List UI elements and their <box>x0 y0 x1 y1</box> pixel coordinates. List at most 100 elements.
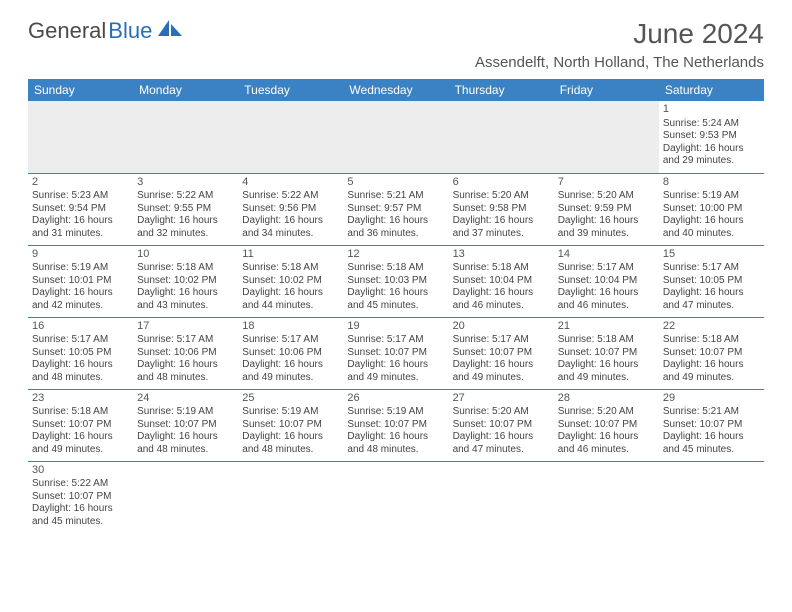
calendar-cell: 24Sunrise: 5:19 AMSunset: 10:07 PMDaylig… <box>133 389 238 461</box>
cell-day1: Daylight: 16 hours <box>347 359 444 372</box>
calendar-cell: 21Sunrise: 5:18 AMSunset: 10:07 PMDaylig… <box>554 317 659 389</box>
day-number: 5 <box>347 176 444 190</box>
day-number: 12 <box>347 248 444 262</box>
cell-day1: Daylight: 16 hours <box>242 359 339 372</box>
cell-sunset: Sunset: 10:05 PM <box>32 347 129 360</box>
cell-sunrise: Sunrise: 5:18 AM <box>137 262 234 275</box>
cell-sunset: Sunset: 10:01 PM <box>32 275 129 288</box>
cell-day2: and 37 minutes. <box>453 228 550 241</box>
calendar-cell: 16Sunrise: 5:17 AMSunset: 10:05 PMDaylig… <box>28 317 133 389</box>
cell-sunset: Sunset: 10:06 PM <box>242 347 339 360</box>
calendar-cell: 3Sunrise: 5:22 AMSunset: 9:55 PMDaylight… <box>133 173 238 245</box>
cell-sunrise: Sunrise: 5:17 AM <box>663 262 760 275</box>
cell-sunset: Sunset: 9:58 PM <box>453 203 550 216</box>
cell-sunset: Sunset: 10:04 PM <box>453 275 550 288</box>
cell-sunrise: Sunrise: 5:17 AM <box>242 334 339 347</box>
day-number: 11 <box>242 248 339 262</box>
calendar-cell: 25Sunrise: 5:19 AMSunset: 10:07 PMDaylig… <box>238 389 343 461</box>
cell-day1: Daylight: 16 hours <box>242 215 339 228</box>
weekday-header: Saturday <box>659 79 764 101</box>
cell-day1: Daylight: 16 hours <box>137 359 234 372</box>
cell-sunrise: Sunrise: 5:17 AM <box>347 334 444 347</box>
cell-day1: Daylight: 16 hours <box>453 359 550 372</box>
calendar-cell <box>449 461 554 533</box>
day-number: 23 <box>32 392 129 406</box>
day-number: 19 <box>347 320 444 334</box>
cell-day2: and 31 minutes. <box>32 228 129 241</box>
cell-sunset: Sunset: 10:07 PM <box>347 347 444 360</box>
cell-sunrise: Sunrise: 5:19 AM <box>242 406 339 419</box>
cell-sunrise: Sunrise: 5:21 AM <box>663 406 760 419</box>
cell-day2: and 46 minutes. <box>453 300 550 313</box>
weekday-header: Tuesday <box>238 79 343 101</box>
cell-day2: and 42 minutes. <box>32 300 129 313</box>
cell-day2: and 45 minutes. <box>347 300 444 313</box>
weekday-header: Monday <box>133 79 238 101</box>
calendar-table: SundayMondayTuesdayWednesdayThursdayFrid… <box>28 79 764 533</box>
day-number: 18 <box>242 320 339 334</box>
calendar-cell <box>554 101 659 173</box>
cell-day2: and 49 minutes. <box>347 372 444 385</box>
calendar-cell: 22Sunrise: 5:18 AMSunset: 10:07 PMDaylig… <box>659 317 764 389</box>
cell-day1: Daylight: 16 hours <box>558 359 655 372</box>
calendar-cell <box>343 101 448 173</box>
cell-sunset: Sunset: 10:07 PM <box>32 419 129 432</box>
calendar-body: 1Sunrise: 5:24 AMSunset: 9:53 PMDaylight… <box>28 101 764 533</box>
cell-sunrise: Sunrise: 5:18 AM <box>347 262 444 275</box>
cell-day2: and 34 minutes. <box>242 228 339 241</box>
header: GeneralBlue June 2024 Assendelft, North … <box>28 18 764 71</box>
calendar-row: 30Sunrise: 5:22 AMSunset: 10:07 PMDaylig… <box>28 461 764 533</box>
cell-sunset: Sunset: 9:56 PM <box>242 203 339 216</box>
calendar-cell: 28Sunrise: 5:20 AMSunset: 10:07 PMDaylig… <box>554 389 659 461</box>
calendar-cell <box>133 101 238 173</box>
day-number: 13 <box>453 248 550 262</box>
cell-day1: Daylight: 16 hours <box>453 431 550 444</box>
calendar-cell: 7Sunrise: 5:20 AMSunset: 9:59 PMDaylight… <box>554 173 659 245</box>
day-number: 10 <box>137 248 234 262</box>
day-number: 28 <box>558 392 655 406</box>
cell-day2: and 48 minutes. <box>32 372 129 385</box>
cell-sunrise: Sunrise: 5:18 AM <box>663 334 760 347</box>
cell-sunset: Sunset: 10:00 PM <box>663 203 760 216</box>
cell-sunrise: Sunrise: 5:17 AM <box>558 262 655 275</box>
cell-sunset: Sunset: 9:57 PM <box>347 203 444 216</box>
cell-sunrise: Sunrise: 5:20 AM <box>558 190 655 203</box>
cell-sunrise: Sunrise: 5:19 AM <box>137 406 234 419</box>
cell-day2: and 48 minutes. <box>242 444 339 457</box>
brand-part2: Blue <box>108 18 152 44</box>
cell-sunrise: Sunrise: 5:22 AM <box>242 190 339 203</box>
cell-sunset: Sunset: 9:59 PM <box>558 203 655 216</box>
cell-sunset: Sunset: 10:03 PM <box>347 275 444 288</box>
day-number: 9 <box>32 248 129 262</box>
calendar-cell <box>554 461 659 533</box>
calendar-cell: 2Sunrise: 5:23 AMSunset: 9:54 PMDaylight… <box>28 173 133 245</box>
cell-sunrise: Sunrise: 5:24 AM <box>663 118 760 131</box>
cell-day1: Daylight: 16 hours <box>663 431 760 444</box>
calendar-cell <box>343 461 448 533</box>
cell-day1: Daylight: 16 hours <box>663 359 760 372</box>
cell-day1: Daylight: 16 hours <box>347 431 444 444</box>
weekday-header: Thursday <box>449 79 554 101</box>
cell-day1: Daylight: 16 hours <box>347 287 444 300</box>
cell-day1: Daylight: 16 hours <box>347 215 444 228</box>
calendar-cell: 10Sunrise: 5:18 AMSunset: 10:02 PMDaylig… <box>133 245 238 317</box>
cell-sunset: Sunset: 9:54 PM <box>32 203 129 216</box>
title-block: June 2024 Assendelft, North Holland, The… <box>475 18 764 71</box>
cell-day1: Daylight: 16 hours <box>453 287 550 300</box>
cell-day2: and 48 minutes. <box>137 444 234 457</box>
cell-day2: and 32 minutes. <box>137 228 234 241</box>
cell-day2: and 49 minutes. <box>558 372 655 385</box>
cell-day2: and 48 minutes. <box>347 444 444 457</box>
cell-sunrise: Sunrise: 5:17 AM <box>32 334 129 347</box>
cell-day2: and 49 minutes. <box>242 372 339 385</box>
calendar-cell: 9Sunrise: 5:19 AMSunset: 10:01 PMDayligh… <box>28 245 133 317</box>
calendar-cell: 5Sunrise: 5:21 AMSunset: 9:57 PMDaylight… <box>343 173 448 245</box>
calendar-cell: 8Sunrise: 5:19 AMSunset: 10:00 PMDayligh… <box>659 173 764 245</box>
cell-sunset: Sunset: 10:06 PM <box>137 347 234 360</box>
cell-sunset: Sunset: 10:07 PM <box>453 347 550 360</box>
cell-sunset: Sunset: 10:07 PM <box>663 347 760 360</box>
calendar-cell <box>449 101 554 173</box>
calendar-cell: 4Sunrise: 5:22 AMSunset: 9:56 PMDaylight… <box>238 173 343 245</box>
cell-day2: and 49 minutes. <box>453 372 550 385</box>
cell-sunrise: Sunrise: 5:20 AM <box>453 190 550 203</box>
